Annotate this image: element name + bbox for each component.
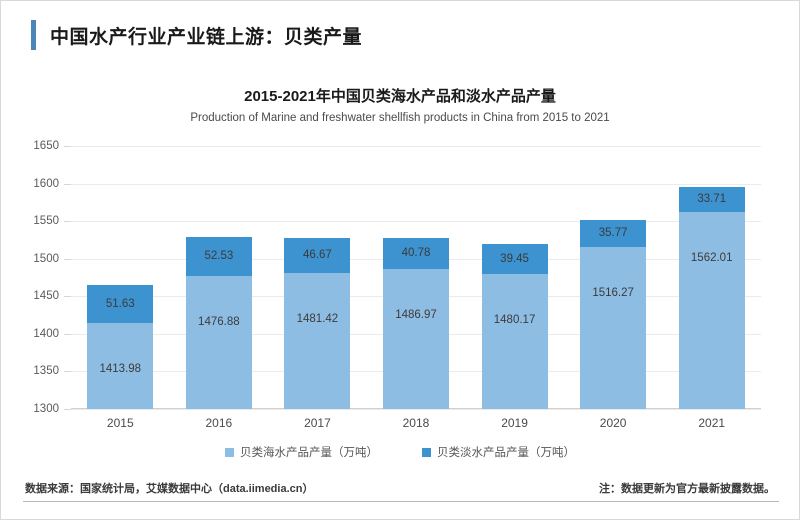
- bar-value-label: 1516.27: [592, 286, 634, 299]
- gridline: [71, 183, 761, 185]
- bar-segment-freshwater[interactable]: 51.63: [87, 284, 154, 324]
- bar-slot: 33.71 1562.01: [678, 146, 745, 409]
- footer-source: 数据来源：国家统计局，艾媒数据中心（data.iimedia.cn）: [25, 483, 314, 495]
- bar-segment-marine[interactable]: 1562.01: [678, 212, 745, 409]
- bar-segment-marine[interactable]: 1516.27: [580, 246, 647, 409]
- x-axis-label: 2015: [106, 416, 134, 430]
- bar-slot: 52.53 1476.88: [185, 146, 252, 409]
- header-accent-bar: [31, 20, 36, 50]
- bar-segment-freshwater[interactable]: 35.77: [580, 219, 647, 247]
- bar-slot: 35.77 1516.27: [580, 146, 647, 409]
- chart-legend: 贝类海水产品产量（万吨） 贝类淡水产品产量（万吨）: [1, 444, 799, 460]
- bar-series-container: 51.63 1413.98 52.53 1476.88 46.67 1481.42 40.7…: [71, 146, 761, 409]
- stacked-bar[interactable]: 33.71 1562.01: [678, 186, 745, 409]
- stacked-bar[interactable]: 40.78 1486.97: [383, 237, 449, 409]
- bar-value-label: 1562.01: [690, 252, 733, 265]
- bar-value-label: 1480.17: [493, 313, 536, 326]
- bar-segment-freshwater[interactable]: 33.71: [678, 186, 745, 213]
- bar-slot: 40.78 1486.97: [383, 146, 449, 409]
- bar-value-label: 1481.42: [296, 312, 339, 325]
- gridline: [71, 221, 761, 223]
- y-axis-tick-mark: [64, 409, 71, 410]
- legend-item[interactable]: 贝类海水产品产量（万吨）: [225, 444, 378, 460]
- bar-segment-marine[interactable]: 1480.17: [481, 273, 548, 409]
- y-axis-label: 1400: [33, 327, 59, 340]
- bar-value-label: 1413.98: [99, 363, 142, 376]
- y-axis-label: 1600: [33, 177, 59, 190]
- bar-value-label: 39.45: [500, 252, 529, 265]
- y-axis-tick-mark: [64, 296, 71, 298]
- bar-value-label: 52.53: [204, 250, 234, 263]
- bar-segment-freshwater[interactable]: 39.45: [481, 243, 548, 274]
- footer-note: 注：数据更新为官方最新披露数据。: [599, 483, 775, 495]
- y-axis-label: 1650: [33, 140, 59, 152]
- x-axis-label: 2018: [402, 416, 430, 430]
- bar-value-label: 1486.97: [395, 308, 437, 321]
- legend-label: 贝类淡水产品产量（万吨）: [437, 447, 575, 459]
- y-axis-tick-mark: [64, 258, 71, 260]
- stacked-bar[interactable]: 39.45 1480.17: [481, 243, 548, 409]
- bar-slot: 51.63 1413.98: [87, 146, 154, 409]
- legend-swatch-icon: [225, 447, 234, 457]
- y-axis-label: 1450: [33, 290, 59, 303]
- bar-segment-freshwater[interactable]: 40.78: [383, 237, 449, 269]
- y-axis-tick-mark: [64, 371, 71, 373]
- stacked-bar[interactable]: 46.67 1481.42: [284, 237, 351, 409]
- page-header: 中国水产行业产业链上游：贝类产量: [1, 1, 799, 69]
- y-axis-tick-mark: [64, 221, 71, 223]
- bar-slot: 39.45 1480.17: [481, 146, 548, 409]
- y-axis-label: 1500: [33, 252, 59, 265]
- y-axis-tick-mark: [64, 146, 71, 147]
- bar-value-label: 33.71: [697, 193, 727, 206]
- bar-segment-freshwater[interactable]: 46.67: [284, 237, 351, 273]
- stacked-bar[interactable]: 51.63 1413.98: [87, 284, 154, 409]
- bar-value-label: 1476.88: [198, 316, 240, 329]
- y-axis-label: 1550: [33, 215, 59, 228]
- y-axis-label: 1350: [33, 365, 59, 378]
- gridline: [71, 146, 761, 147]
- bar-value-label: 35.77: [598, 227, 628, 240]
- page-title: 中国水产行业产业链上游：贝类产量: [50, 26, 363, 48]
- bar-segment-marine[interactable]: 1481.42: [284, 272, 351, 409]
- x-axis-label: 2016: [205, 416, 233, 430]
- y-axis-label: 1300: [33, 403, 59, 415]
- stacked-bar[interactable]: 52.53 1476.88: [185, 236, 252, 409]
- legend-item[interactable]: 贝类淡水产品产量（万吨）: [422, 444, 575, 460]
- footer-divider: [23, 501, 779, 502]
- bar-value-label: 51.63: [105, 297, 135, 310]
- bar-slot: 46.67 1481.42: [284, 146, 351, 409]
- chart-title: 2015-2021年中国贝类海水产品和淡水产品产量: [244, 88, 556, 105]
- bar-value-label: 46.67: [303, 249, 332, 262]
- bar-segment-freshwater[interactable]: 52.53: [185, 236, 252, 277]
- chart-subtitle: Production of Marine and freshwater shel…: [190, 112, 610, 124]
- stacked-bar[interactable]: 35.77 1516.27: [580, 219, 647, 409]
- x-axis-label: 2019: [501, 416, 528, 430]
- x-axis-label: 2017: [304, 416, 331, 430]
- x-axis-label: 2021: [698, 416, 726, 430]
- x-axis-label: 2020: [599, 416, 627, 430]
- legend-swatch-icon: [422, 447, 431, 457]
- y-axis-tick-mark: [64, 333, 71, 335]
- legend-label: 贝类海水产品产量（万吨）: [240, 447, 378, 459]
- y-axis-tick-mark: [64, 183, 71, 185]
- bar-segment-marine[interactable]: 1486.97: [383, 268, 449, 409]
- gridline: [71, 409, 761, 410]
- bar-segment-marine[interactable]: 1413.98: [87, 323, 154, 409]
- bar-value-label: 40.78: [401, 247, 431, 260]
- bar-segment-marine[interactable]: 1476.88: [185, 276, 252, 409]
